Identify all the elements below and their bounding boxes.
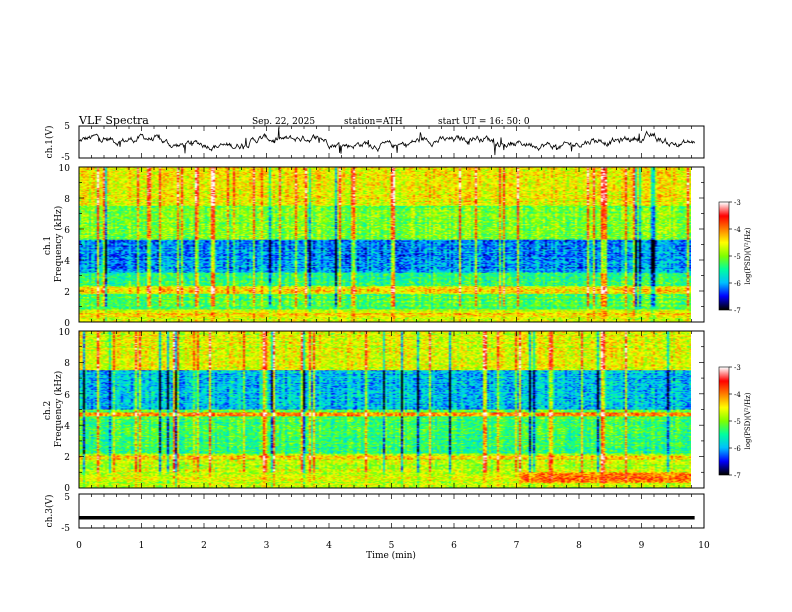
colorbar-tick-label: -6 bbox=[734, 280, 741, 288]
x-tick-label: 6 bbox=[451, 541, 457, 551]
x-tick-label: 10 bbox=[698, 541, 710, 551]
ch1-ytick-bottom: -5 bbox=[61, 153, 70, 163]
colorbar-tick-label: -7 bbox=[734, 307, 741, 315]
x-tick-label: 0 bbox=[76, 541, 82, 551]
colorbar-1-ticks: -3 -4 -5 -6 -7 bbox=[729, 199, 741, 315]
chart-title: VLF Spectra bbox=[78, 114, 149, 127]
ch1-trace bbox=[78, 127, 695, 156]
spec2-ytick-8: 8 bbox=[64, 359, 70, 369]
spec1-ytick-4: 4 bbox=[64, 257, 70, 267]
spec1-ytick-6: 6 bbox=[64, 226, 70, 236]
colorbar-2: -3 -4 -5 -6 -7 log(PSD)(V²/Hz) bbox=[718, 364, 752, 480]
ch2-spec-ylabel-line1: ch.2 bbox=[43, 401, 53, 420]
x-tick-label: 8 bbox=[576, 541, 582, 551]
spec1-ytick-0: 0 bbox=[64, 319, 70, 329]
ch2-spectrogram-panel: 0 2 4 6 8 10 ch.2 Frequency (kHz) bbox=[43, 328, 705, 494]
ch1-ylabel: ch.1(V) bbox=[44, 126, 55, 159]
colorbar-2-ticks: -3 -4 -5 -6 -7 bbox=[729, 364, 741, 480]
colorbar-tick-label: -5 bbox=[734, 418, 741, 426]
x-tick-label: 2 bbox=[201, 541, 207, 551]
colorbar-tick-label: -4 bbox=[734, 226, 741, 234]
ch1-spectrogram-panel: 0 2 4 6 8 10 ch.1 Frequency (kHz) bbox=[43, 164, 705, 329]
station-label: station=ATH bbox=[344, 117, 403, 127]
ch3-ytick-top: 5 bbox=[64, 493, 70, 503]
ch1-spec-ticks bbox=[78, 166, 705, 323]
x-tick-label: 5 bbox=[389, 541, 395, 551]
ch2-spec-ylabel-line2: Frequency (kHz) bbox=[53, 371, 64, 448]
x-tick-label: 7 bbox=[514, 541, 520, 551]
x-tick-label: 1 bbox=[139, 541, 145, 551]
x-tick-label: 3 bbox=[264, 541, 270, 551]
ch1-heatmap bbox=[79, 167, 691, 322]
ch1-spec-ylabel-line1: ch.1 bbox=[43, 236, 53, 255]
spec2-ytick-0: 0 bbox=[64, 484, 70, 494]
ch3-voltage-panel: 5 -5 ch.3(V) bbox=[44, 493, 705, 534]
x-axis-label: Time (min) bbox=[366, 550, 416, 561]
ch2-spec-ylabel: ch.2 Frequency (kHz) bbox=[43, 371, 64, 448]
colorbar-2-label: log(PSD)(V²/Hz) bbox=[744, 392, 752, 449]
spec1-ytick-2: 2 bbox=[64, 288, 70, 298]
spec2-ytick-6: 6 bbox=[64, 391, 70, 401]
ch2-heatmap bbox=[79, 331, 691, 488]
colorbar-tick-label: -6 bbox=[734, 445, 741, 453]
ch1-spec-ylabel: ch.1 Frequency (kHz) bbox=[43, 206, 64, 283]
x-tick-label: 4 bbox=[326, 541, 332, 551]
ch1-spec-ylabel-line2: Frequency (kHz) bbox=[53, 206, 64, 283]
colorbar-tick-label: -7 bbox=[734, 472, 741, 480]
date-label: Sep. 22, 2025 bbox=[252, 117, 315, 127]
ch1-voltage-panel: 5 -5 ch.1(V) bbox=[44, 122, 705, 163]
spec1-ytick-8: 8 bbox=[64, 195, 70, 205]
ch3-ylabel: ch.3(V) bbox=[44, 495, 55, 528]
colorbar-1-gradient bbox=[719, 202, 729, 310]
colorbar-tick-label: -3 bbox=[734, 364, 741, 372]
colorbar-1-label: log(PSD)(V²/Hz) bbox=[744, 227, 752, 284]
colorbar-2-gradient bbox=[719, 367, 729, 475]
spec2-ytick-10: 10 bbox=[59, 328, 71, 338]
colorbar-tick-label: -3 bbox=[734, 199, 741, 207]
colorbar-tick-label: -4 bbox=[734, 391, 741, 399]
ch1-ticks bbox=[78, 126, 705, 158]
spec2-ytick-4: 4 bbox=[64, 422, 70, 432]
colorbar-tick-label: -5 bbox=[734, 253, 741, 261]
start-time-label: start UT = 16: 50: 0 bbox=[438, 117, 530, 127]
x-tick-labels: 0 1 2 3 4 5 6 7 8 9 10 bbox=[76, 541, 710, 551]
ch1-ytick-top: 5 bbox=[64, 122, 70, 132]
spec1-ytick-10: 10 bbox=[59, 164, 71, 174]
ch3-ticks bbox=[78, 494, 705, 528]
ch2-spec-ticks bbox=[78, 330, 705, 489]
spec2-ytick-2: 2 bbox=[64, 453, 70, 463]
x-tick-label: 9 bbox=[639, 541, 645, 551]
ch3-ytick-bottom: -5 bbox=[61, 524, 70, 534]
ch3-frame bbox=[78, 493, 705, 529]
colorbar-1: -3 -4 -5 -6 -7 log(PSD)(V²/Hz) bbox=[718, 199, 752, 315]
